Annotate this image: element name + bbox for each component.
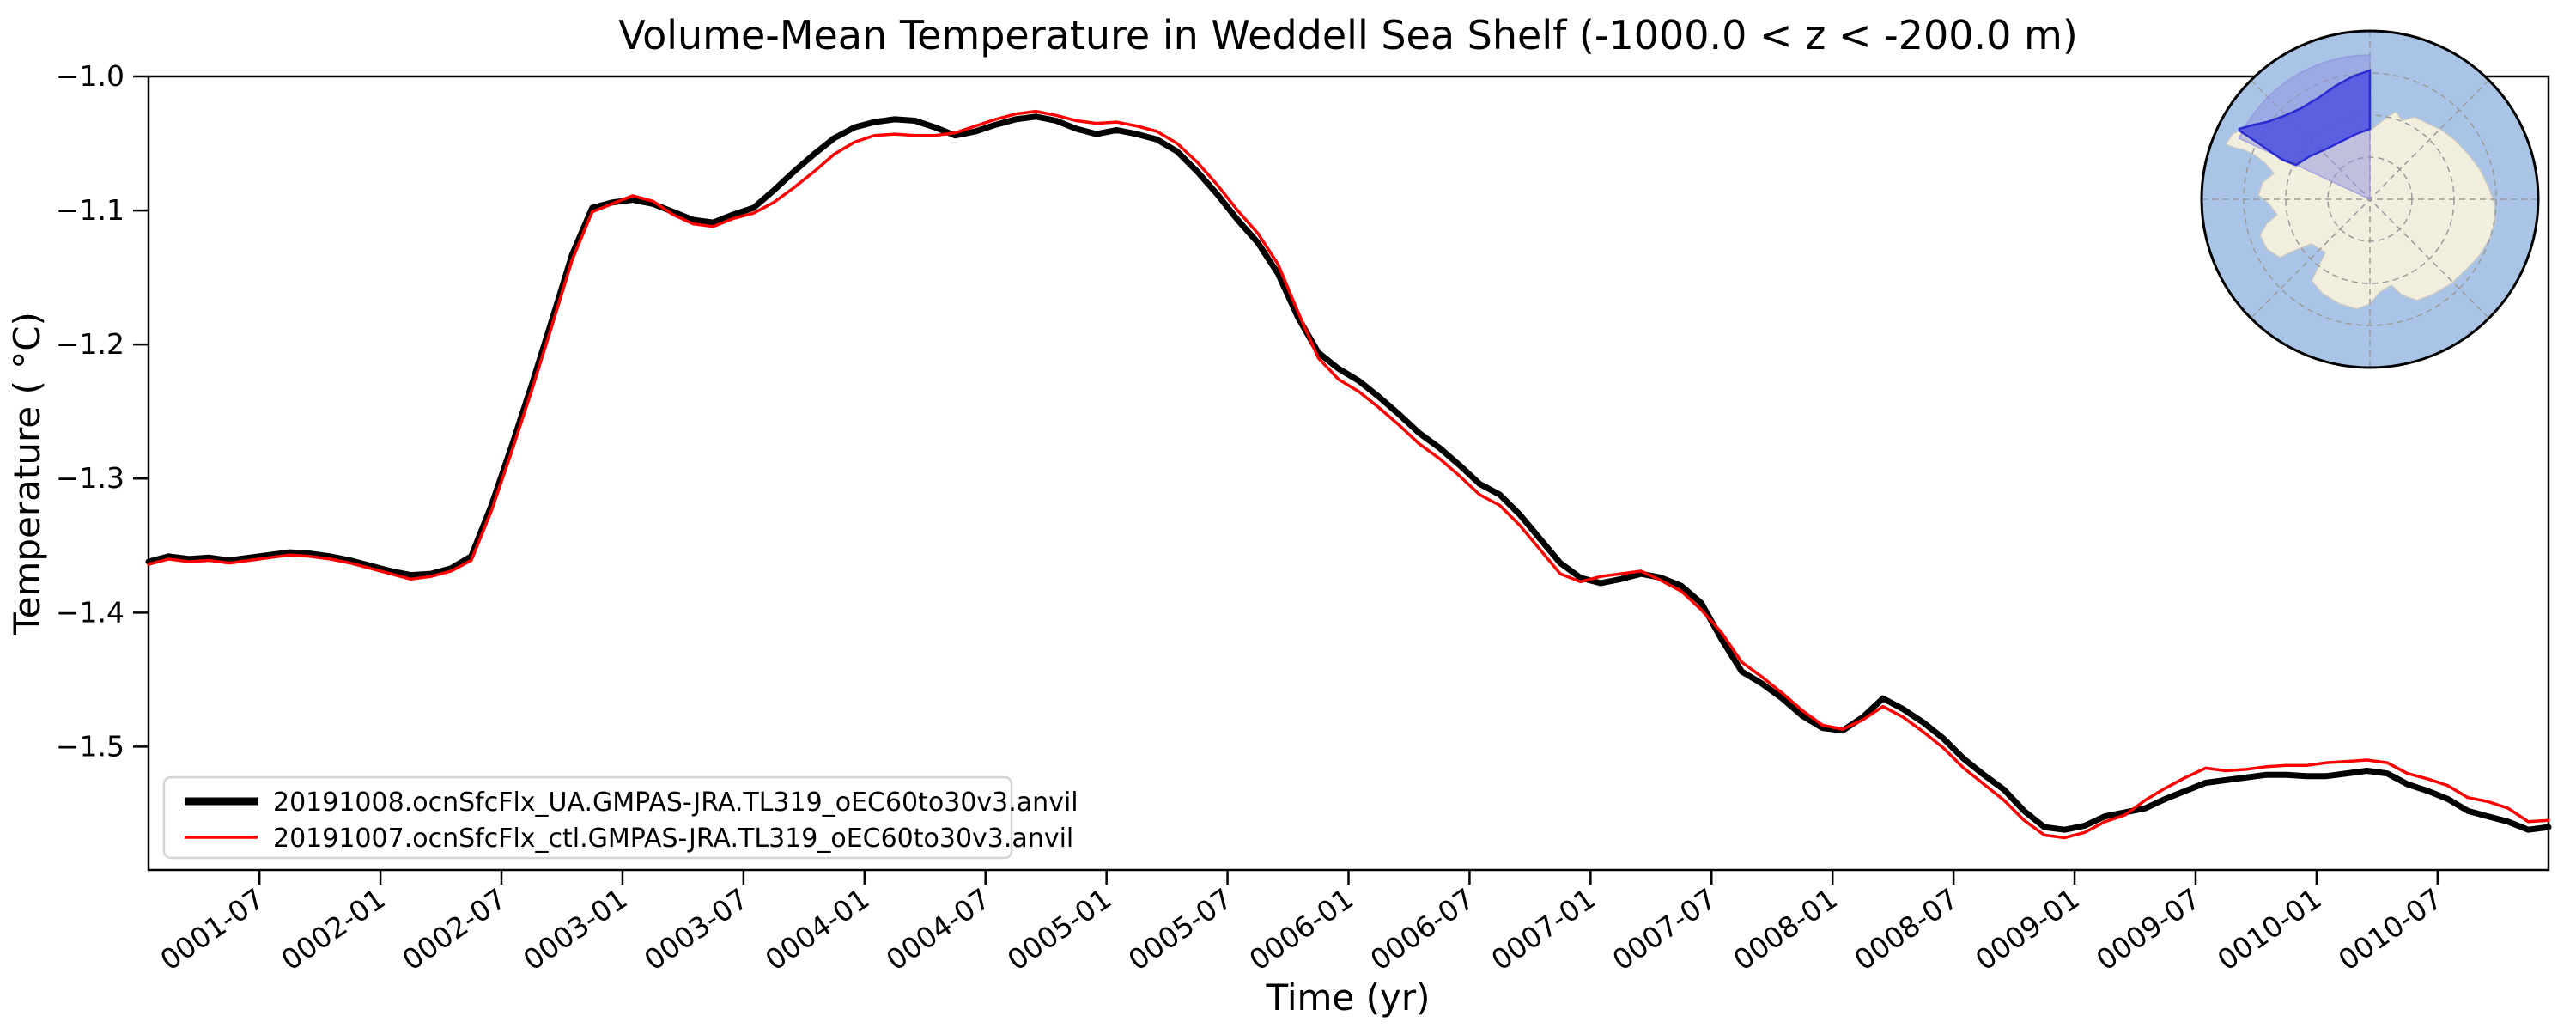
map-border — [2200, 29, 2540, 369]
y-tick-label: −1.0 — [56, 59, 125, 93]
x-tick-label: 0006-07 — [1364, 882, 1480, 977]
y-tick-label: −1.5 — [56, 729, 125, 763]
legend-label-ua: 20191008.ocnSfcFlx_UA.GMPAS-JRA.TL319_oE… — [273, 788, 1078, 818]
map-weddell-shelf-region — [2238, 69, 2372, 167]
y-tick-label: −1.2 — [56, 327, 125, 361]
x-tick-label: 0007-01 — [1485, 882, 1601, 977]
x-tick-label: 0005-01 — [1001, 882, 1117, 977]
x-tick-label: 0008-07 — [1848, 882, 1964, 977]
chart-title: Volume-Mean Temperature in Weddell Sea S… — [618, 12, 2078, 58]
x-axis-label: Time (yr) — [1265, 976, 1430, 1019]
x-tick-label: 0010-01 — [2211, 882, 2327, 977]
y-tick-label: −1.4 — [56, 595, 125, 629]
legend-box — [162, 776, 1013, 860]
plot-frame — [147, 75, 2550, 872]
x-tick-label: 0001-07 — [154, 882, 270, 977]
x-tick-label: 0004-07 — [880, 882, 996, 977]
series-line — [147, 109, 2550, 840]
x-tick-label: 0004-01 — [759, 882, 875, 977]
x-axis-ticks: 0001-07 0002-01 0002-07 0003-01 0003-07 0004-… — [154, 870, 2448, 977]
antarctica-inset-map — [2200, 29, 2540, 369]
x-tick-label: 0009-01 — [1969, 882, 2085, 977]
y-tick-label: −1.1 — [56, 193, 125, 227]
x-tick-label: 0005-07 — [1122, 882, 1238, 977]
y-axis-label: Temperature ( °C) — [6, 312, 48, 636]
legend-label-ctl: 20191007.ocnSfcFlx_ctl.GMPAS-JRA.TL319_o… — [273, 824, 1073, 854]
x-tick-label: 0010-07 — [2332, 882, 2448, 977]
x-tick-label: 0002-07 — [396, 882, 512, 977]
x-tick-label: 0006-01 — [1243, 882, 1359, 977]
x-tick-label: 0002-01 — [275, 882, 391, 977]
data-series-lines — [145, 109, 2552, 840]
x-tick-label: 0009-07 — [2090, 882, 2206, 977]
x-tick-label: 0007-07 — [1607, 882, 1722, 977]
x-tick-label: 0008-01 — [1727, 882, 1843, 977]
series-line — [145, 113, 2552, 833]
legend: 20191008.ocnSfcFlx_UA.GMPAS-JRA.TL319_oE… — [162, 776, 1078, 860]
x-tick-label: 0003-01 — [517, 882, 633, 977]
x-tick-label: 0003-07 — [638, 882, 754, 977]
y-tick-label: −1.3 — [56, 461, 125, 495]
y-axis-ticks: −1.0 −1.1 −1.2 −1.3 −1.4 −1.5 — [56, 59, 149, 763]
